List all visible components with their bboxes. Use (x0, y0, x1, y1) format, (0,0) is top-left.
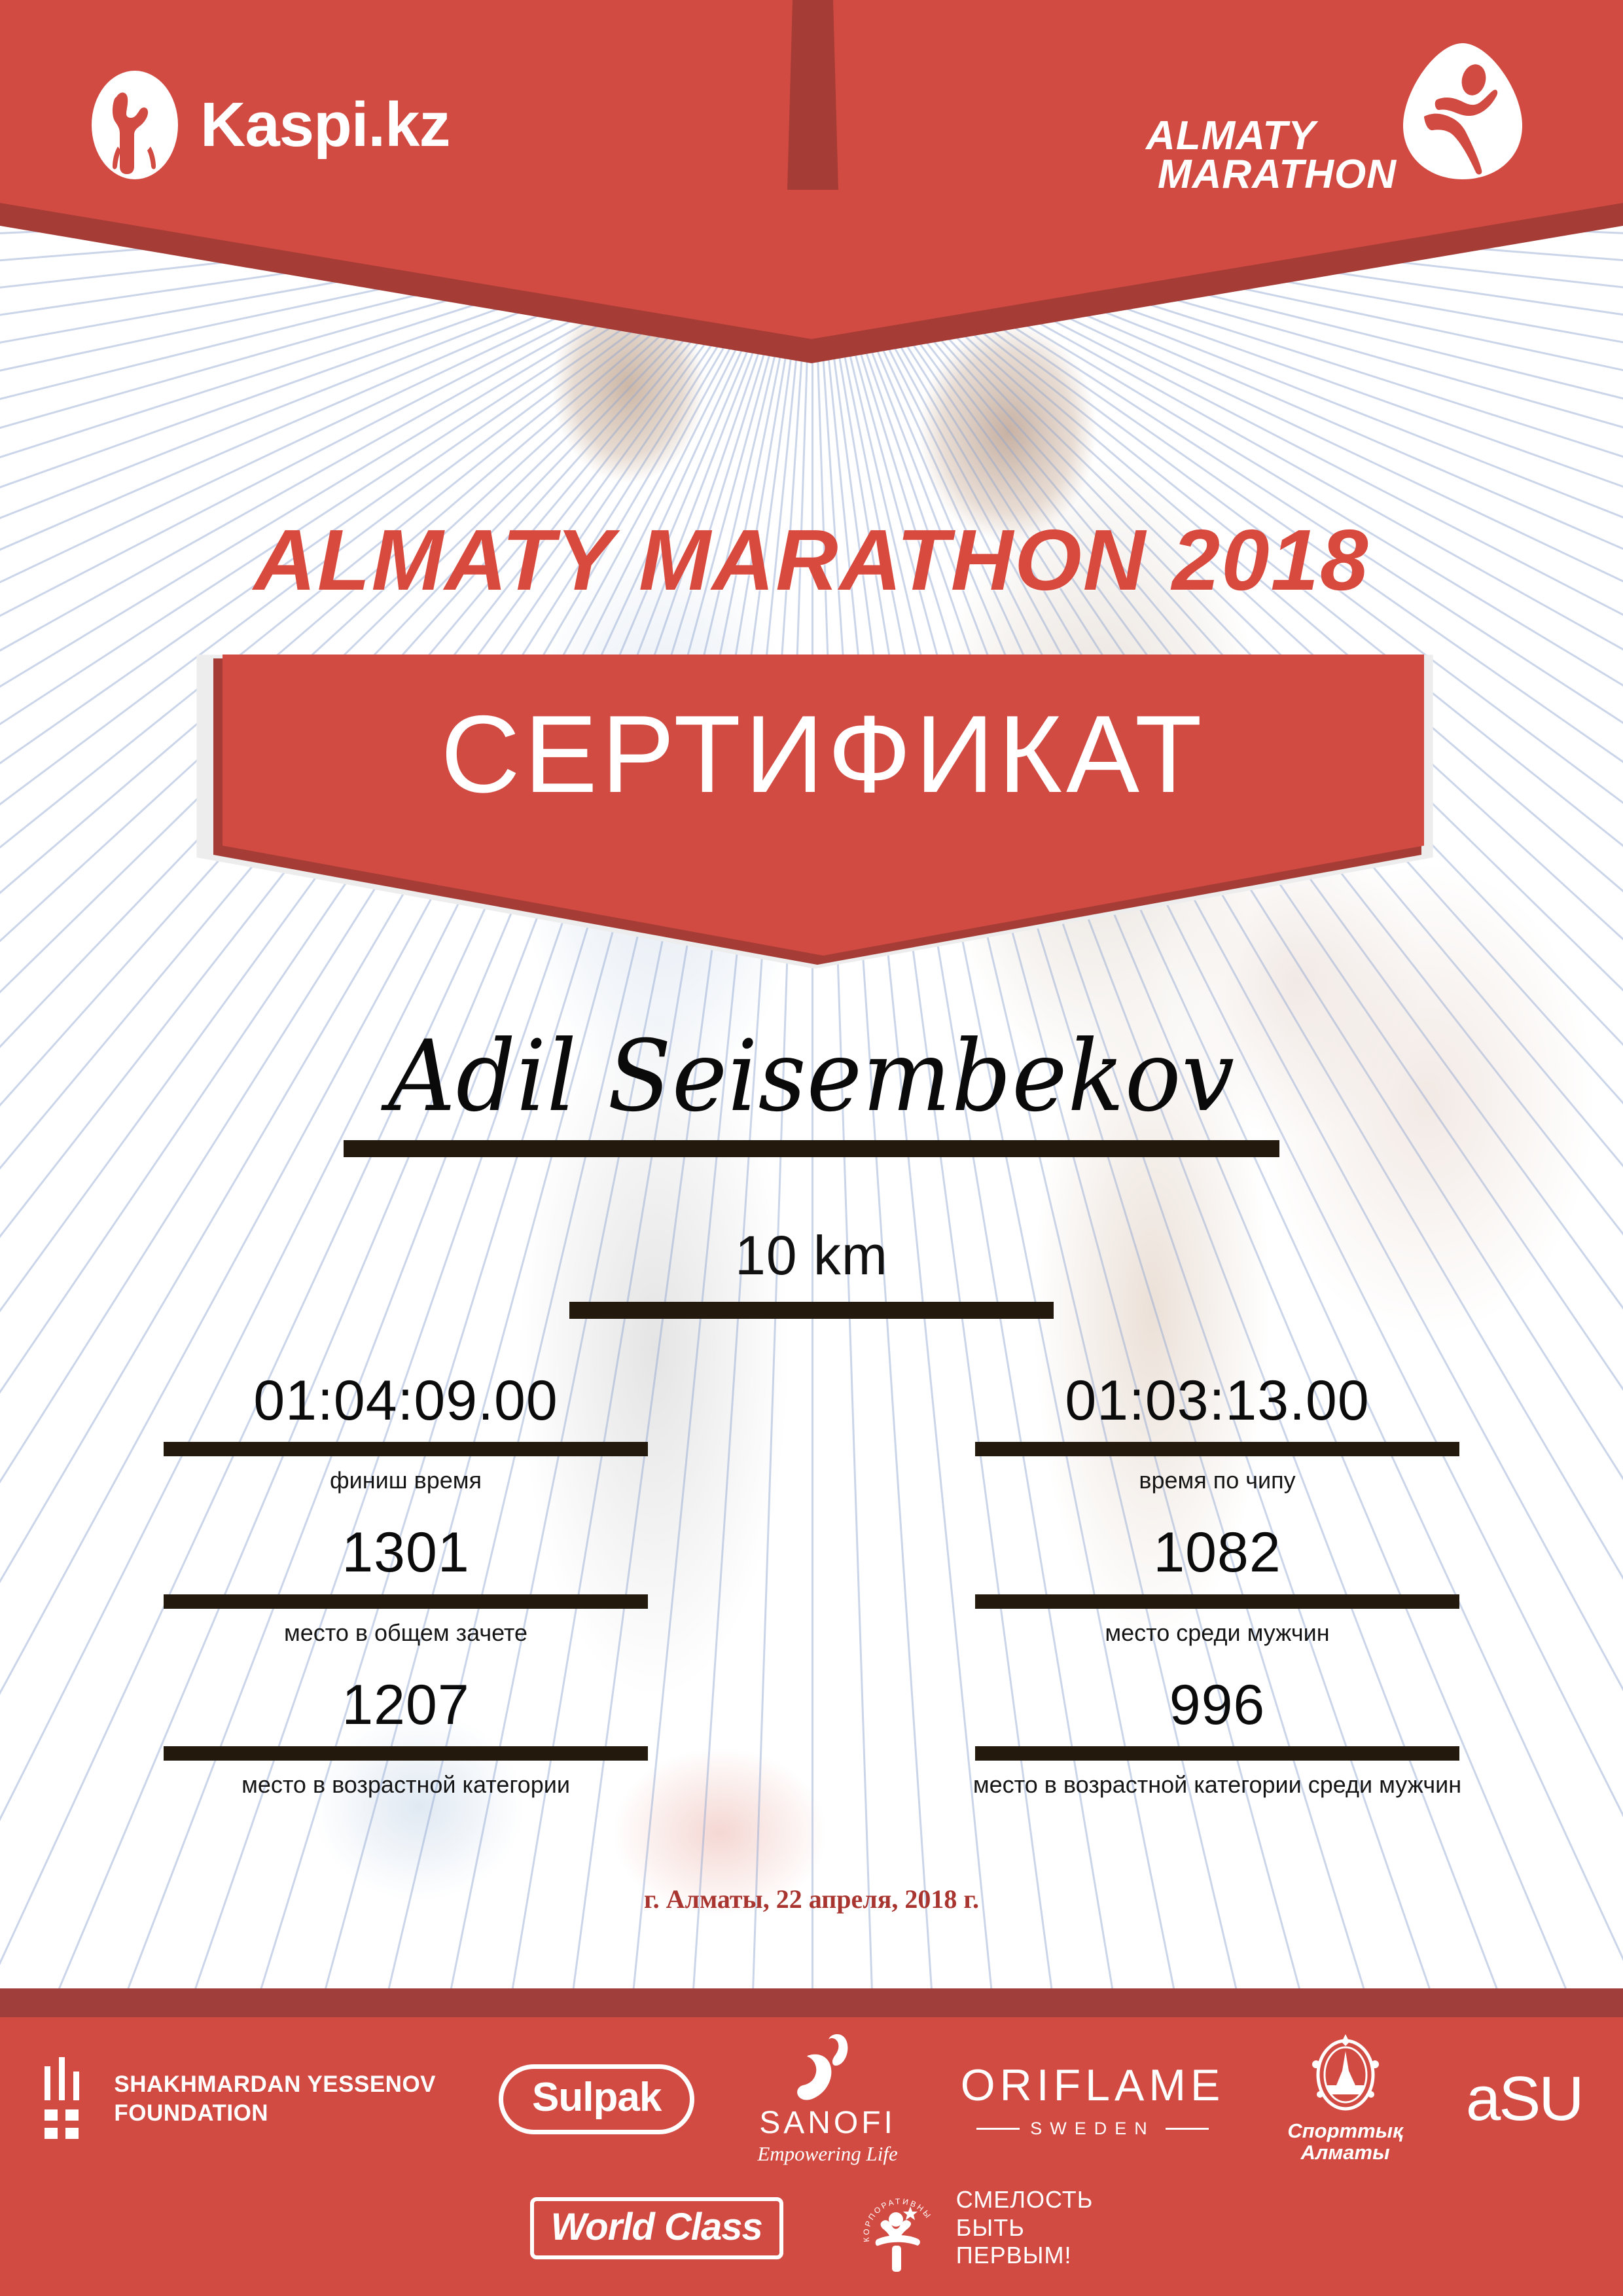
yessenov-line1: SHAKHMARDAN YESSENOV (114, 2072, 437, 2098)
sponsor-footer: SHAKHMARDAN YESSENOV FOUNDATION Sulpak S… (0, 1988, 1623, 2296)
result-underline (975, 1594, 1459, 1609)
distance-underline (569, 1302, 1054, 1319)
sponsor-row-secondary: World Class КОРПОРАТИВНЫЙ ФОНД СМЕЛОСТЬ (0, 2176, 1623, 2280)
sponsor-sulpak[interactable]: Sulpak (499, 2064, 695, 2134)
yessenov-line2: FOUNDATION (114, 2100, 269, 2126)
footer-top-stripe (0, 1988, 1623, 2017)
results-row: 1207 место в возрастной категории 996 ме… (0, 1673, 1623, 1827)
world-class-word-a: World (550, 2205, 655, 2248)
result-underline (975, 1442, 1459, 1457)
result-value: 01:03:13.00 (1065, 1369, 1370, 1432)
yessenov-foundation-text: SHAKHMARDAN YESSENOV FOUNDATION (114, 2070, 436, 2128)
sponsor-asu[interactable]: aSU (1465, 2064, 1584, 2134)
oriflame-sweden-text: SWEDEN (1030, 2118, 1155, 2138)
oriflame-sub: SWEDEN (976, 2119, 1209, 2139)
result-label: финиш время (329, 1467, 482, 1494)
oriflame-wordmark: ORIFLAME (960, 2060, 1225, 2110)
sport-almaty-text: Спорттық Алматы (1287, 2121, 1403, 2163)
result-value: 1207 (342, 1673, 470, 1736)
result-label: место в возрастной категории среди мужчи… (972, 1770, 1462, 1798)
oriflame-dash-right (1165, 2127, 1209, 2130)
result-label: место среди мужчин (1105, 1619, 1330, 1646)
background-line (812, 196, 1623, 2146)
sponsor-row-primary: SHAKHMARDAN YESSENOV FOUNDATION Sulpak S… (0, 2030, 1623, 2168)
yessenov-foundation-icon (45, 2057, 80, 2139)
result-chip-time: 01:03:13.00 время по чипу (812, 1371, 1623, 1523)
result-age-category-place: 1207 место в возрастной категории (0, 1673, 812, 1827)
event-title: ALMATY MARATHON 2018 (253, 512, 1370, 608)
results-row: 01:04:09.00 финиш время 01:03:13.00 врем… (0, 1371, 1623, 1523)
almaty-marathon-line1: ALMATY (1145, 113, 1316, 159)
result-men-place: 1082 место среди мужчин (812, 1523, 1623, 1675)
background-line (0, 196, 813, 2146)
result-label: место в общем зачете (283, 1619, 528, 1646)
sanofi-wordmark: SANOFI (759, 2105, 896, 2140)
results-grid: 01:04:09.00 финиш время 01:03:13.00 врем… (0, 1371, 1623, 1827)
kaspi-logo[interactable]: Kaspi.kz (92, 71, 450, 179)
smelost-text: СМЕЛОСТЬ БЫТЬ ПЕРВЫМ! (956, 2186, 1094, 2269)
certificate-ribbon: СЕРТИФИКАТ (196, 655, 1433, 969)
distance-block: 10 km (0, 1224, 1623, 1319)
sponsor-sanofi[interactable]: SANOFI Empowering Life (757, 2033, 898, 2166)
world-class-word-b: Class (664, 2205, 763, 2248)
sponsor-sport-almaty[interactable]: Спорттық Алматы (1287, 2034, 1403, 2163)
distance-value: 10 km (735, 1225, 888, 1286)
sponsor-smelost-byt-pervym[interactable]: КОРПОРАТИВНЫЙ ФОНД СМЕЛОСТЬ БЫТЬ ПЕРВЫМ! (855, 2183, 1094, 2273)
almaty-marathon-logo-text: ALMATY MARATHON (1145, 113, 1397, 206)
sanofi-bird-icon (796, 2034, 847, 2100)
result-value: 996 (1169, 1673, 1266, 1736)
participant-name: Adil Seisembekov (387, 1020, 1236, 1134)
result-underline (164, 1442, 648, 1457)
participant-name-block: Adil Seisembekov (0, 1028, 1623, 1157)
result-value: 1301 (342, 1521, 470, 1585)
almaty-marathon-logo[interactable]: ALMATY MARATHON (1146, 39, 1525, 206)
sport-almaty-line2: Алматы (1300, 2141, 1390, 2164)
sport-almaty-line1: Спорттық (1287, 2119, 1403, 2143)
header-band: Kaspi.kz ALMATY MARATHON (0, 0, 1623, 367)
result-value: 01:04:09.00 (253, 1369, 558, 1432)
result-finish-time: 01:04:09.00 финиш время (0, 1371, 812, 1523)
participant-name-underline (344, 1140, 1279, 1157)
ribbon-face-shape: СЕРТИФИКАТ (223, 655, 1424, 956)
kaspi-person-icon (92, 71, 178, 179)
result-label: время по чипу (1139, 1467, 1296, 1494)
sport-almaty-emblem-icon (1311, 2034, 1379, 2111)
result-value: 1082 (1153, 1521, 1281, 1585)
smelost-fund-icon: КОРПОРАТИВНЫЙ ФОНД (855, 2183, 931, 2272)
certificate-heading: СЕРТИФИКАТ (440, 692, 1206, 816)
result-overall-place: 1301 место в общем зачете (0, 1523, 812, 1675)
sponsor-yessenov-foundation[interactable]: SHAKHMARDAN YESSENOV FOUNDATION (41, 2057, 436, 2141)
kaspi-logo-text: Kaspi.kz (200, 90, 450, 160)
almaty-marathon-line2: MARATHON (1157, 151, 1397, 197)
place-and-date: г. Алматы, 22 апреля, 2018 г. (643, 1884, 980, 1914)
oriflame-dash-left (976, 2127, 1020, 2130)
smelost-line2: БЫТЬ (955, 2214, 1025, 2241)
smelost-line3: ПЕРВЫМ! (955, 2242, 1072, 2269)
sponsor-oriflame[interactable]: ORIFLAME SWEDEN (961, 2060, 1225, 2139)
sponsor-world-class[interactable]: World Class (529, 2197, 783, 2259)
result-label: место в возрастной категории (241, 1770, 570, 1798)
almaty-marathon-runner-icon (1403, 43, 1522, 179)
results-row: 1301 место в общем зачете 1082 место сре… (0, 1523, 1623, 1675)
header-center-tab (787, 0, 838, 190)
result-underline (164, 1746, 648, 1761)
result-underline (164, 1594, 648, 1609)
smelost-line1: СМЕЛОСТЬ (955, 2186, 1094, 2214)
result-age-category-men-place: 996 место в возрастной категории среди м… (812, 1673, 1623, 1827)
sanofi-tagline: Empowering Life (757, 2142, 898, 2165)
background-line (812, 196, 813, 2296)
result-underline (975, 1746, 1459, 1761)
